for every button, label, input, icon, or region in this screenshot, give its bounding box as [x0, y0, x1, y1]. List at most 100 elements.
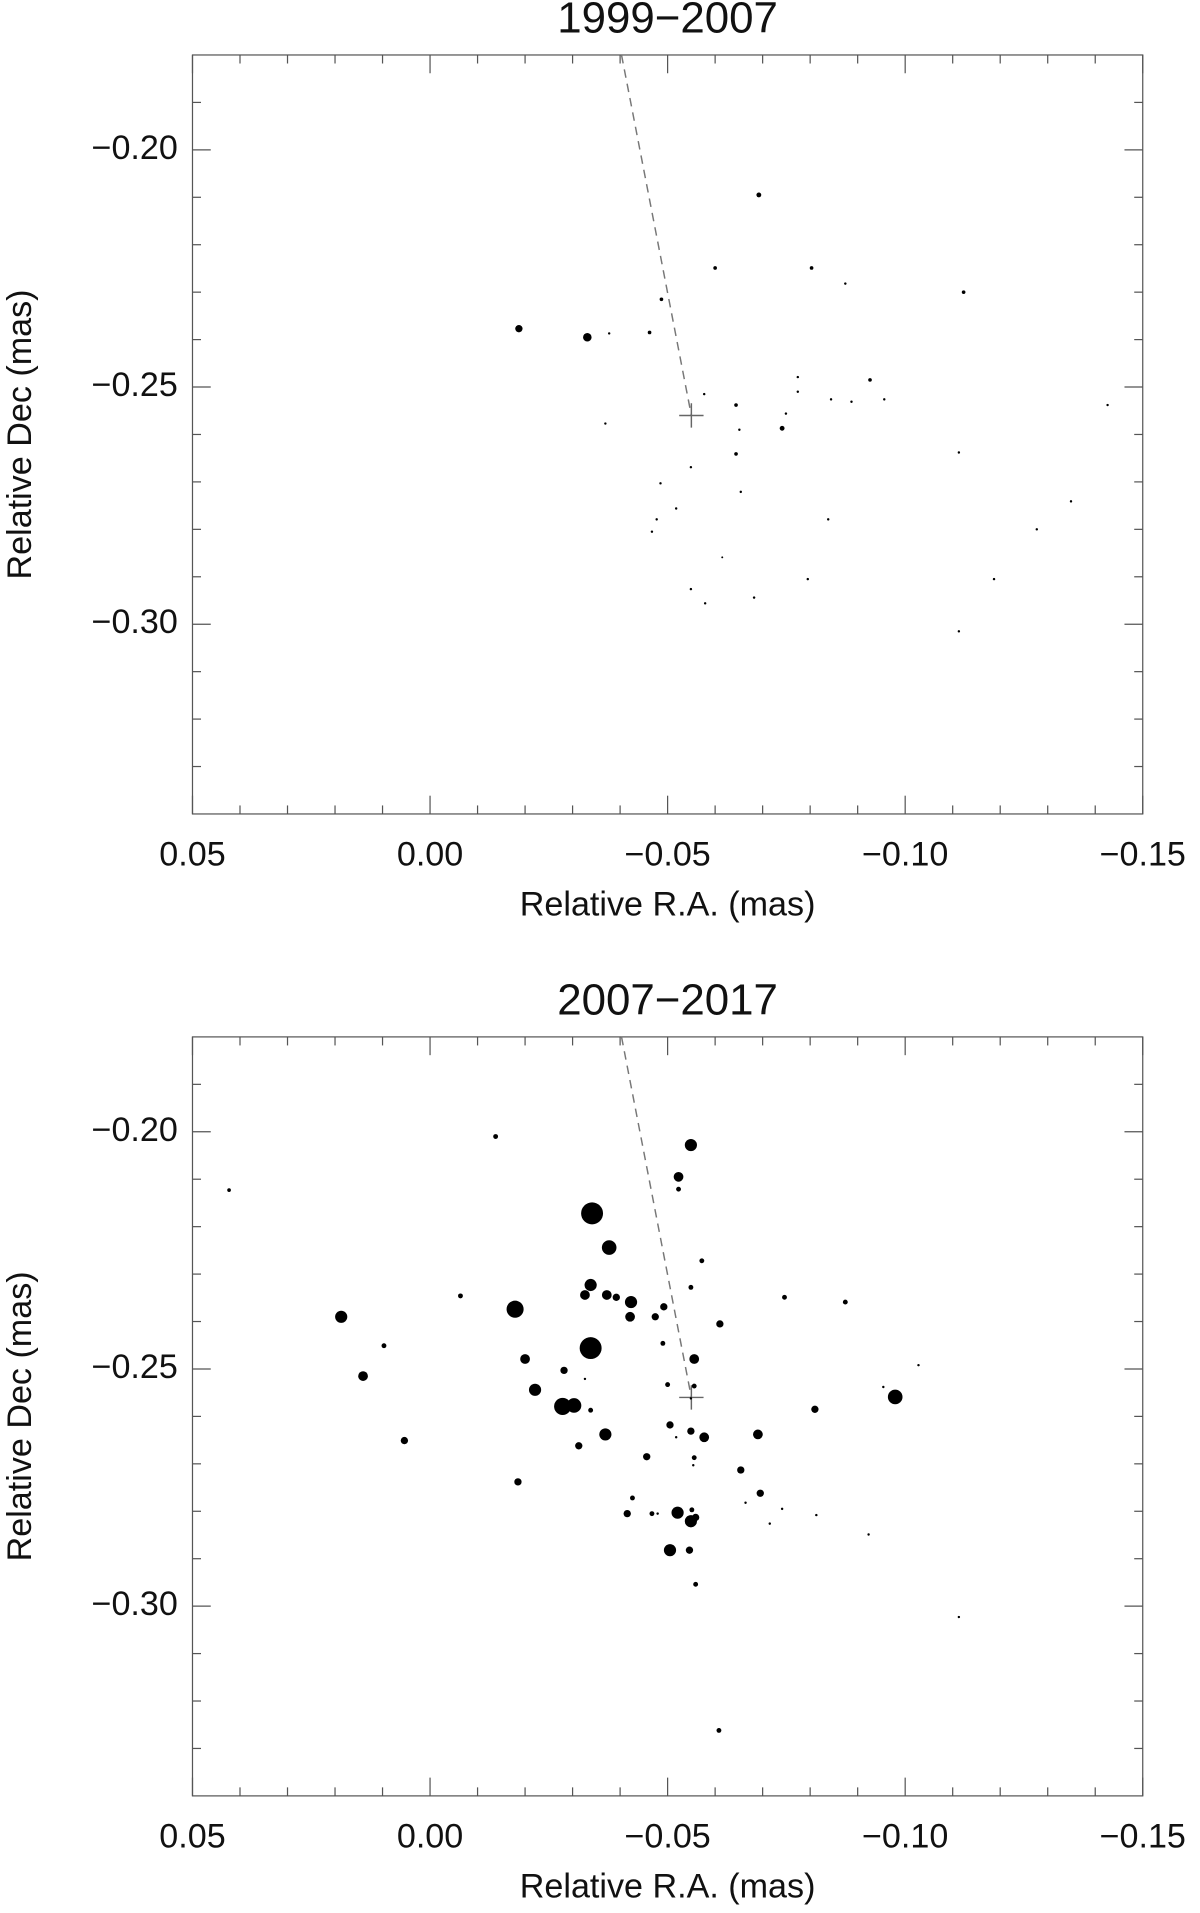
y-axis-title: Relative Dec (mas)	[1, 289, 39, 579]
point	[660, 1340, 666, 1346]
y-tick-label: −0.20	[92, 129, 178, 167]
point	[689, 587, 693, 591]
x-tick-label: −0.15	[1100, 1818, 1186, 1856]
point	[917, 1363, 920, 1367]
point	[584, 1278, 597, 1292]
point	[779, 425, 785, 431]
point	[780, 1507, 784, 1511]
point	[688, 1284, 694, 1290]
point	[643, 1453, 651, 1461]
point	[649, 1511, 655, 1517]
point	[671, 1506, 684, 1519]
point	[612, 1293, 620, 1301]
point	[599, 1428, 612, 1441]
point	[659, 482, 662, 485]
point	[607, 332, 611, 335]
point	[689, 1507, 695, 1513]
point	[826, 518, 830, 521]
point	[796, 390, 800, 393]
point	[734, 452, 738, 456]
point	[756, 1489, 764, 1497]
x-axis-title: Relative R.A. (mas)	[520, 1867, 816, 1905]
point	[739, 490, 743, 494]
point	[811, 1405, 819, 1413]
point	[850, 400, 853, 403]
panel: 2007−2017 0.05 0.00 −0.05 −0.10 −0.15 −0.20 −0.…	[1, 975, 1186, 1905]
plot-frame	[191, 54, 1144, 815]
point	[1035, 528, 1039, 531]
point	[676, 1186, 681, 1192]
point	[768, 1522, 771, 1525]
point	[692, 1464, 695, 1467]
x-tick-label: −0.05	[624, 836, 710, 874]
point	[957, 451, 961, 454]
point	[520, 1354, 530, 1364]
point	[691, 1455, 697, 1461]
point	[458, 1293, 463, 1299]
point	[674, 1436, 678, 1439]
point	[579, 1337, 602, 1360]
point	[809, 266, 814, 270]
reference-line	[620, 54, 693, 416]
point	[699, 1432, 710, 1443]
point	[651, 1313, 659, 1321]
point	[674, 507, 678, 510]
point	[887, 1389, 903, 1405]
point	[716, 1320, 724, 1328]
point	[702, 392, 706, 396]
point	[782, 1294, 787, 1300]
x-tick-label: −0.05	[624, 1818, 710, 1856]
point	[716, 1727, 722, 1733]
point	[734, 403, 738, 407]
point	[721, 556, 724, 559]
point	[673, 1171, 684, 1182]
point	[961, 290, 966, 294]
point	[666, 1421, 674, 1429]
chart-title: 2007−2017	[557, 975, 778, 1024]
point	[737, 1466, 745, 1474]
y-tick-label: −0.25	[92, 1348, 178, 1386]
point	[581, 1202, 604, 1225]
point	[689, 1397, 693, 1400]
point	[601, 1290, 612, 1300]
point	[882, 1385, 885, 1389]
x-tick-label: 0.00	[397, 1818, 463, 1856]
y-tick-label: −0.30	[92, 603, 178, 641]
point	[713, 266, 717, 270]
point	[601, 1240, 617, 1255]
point	[554, 1397, 572, 1415]
point	[784, 412, 788, 415]
reference-marker	[679, 403, 704, 428]
point	[957, 630, 961, 633]
point	[506, 1300, 524, 1318]
point	[227, 1188, 231, 1192]
point	[744, 1501, 747, 1504]
point	[588, 1407, 594, 1413]
point	[400, 1436, 409, 1445]
point	[687, 1427, 695, 1435]
point	[1069, 500, 1073, 503]
x-tick-label: −0.10	[862, 836, 948, 874]
point	[806, 577, 809, 581]
point	[647, 330, 652, 335]
point	[560, 1366, 568, 1375]
x-tick-label: 0.05	[159, 1818, 225, 1856]
point	[992, 577, 996, 581]
point	[575, 1442, 583, 1450]
point	[883, 398, 886, 401]
point	[753, 1429, 763, 1440]
reference-line	[620, 1036, 693, 1398]
point	[738, 428, 741, 431]
point	[691, 1383, 697, 1389]
point	[358, 1371, 368, 1381]
point	[685, 1546, 694, 1554]
x-axis-title: Relative R.A. (mas)	[520, 886, 816, 924]
point	[656, 1512, 659, 1515]
point	[514, 1478, 522, 1486]
point	[868, 378, 872, 382]
point	[528, 1383, 542, 1396]
point	[689, 465, 693, 469]
y-tick-label: −0.30	[92, 1585, 178, 1623]
point	[842, 1299, 848, 1305]
